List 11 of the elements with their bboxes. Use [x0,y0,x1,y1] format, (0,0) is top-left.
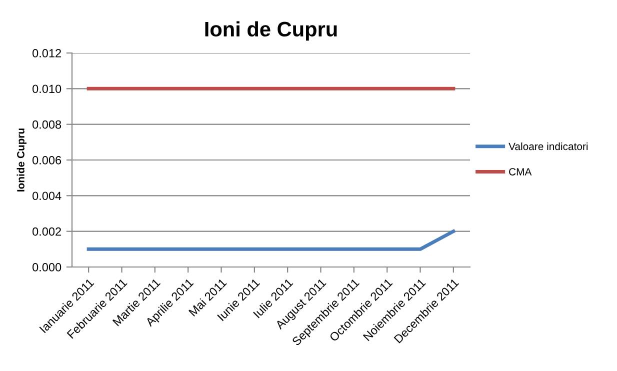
y-tick-label: 0.002 [32,227,61,236]
y-tick-label: 0.004 [32,192,62,200]
legend-label: CMA [509,168,532,176]
y-tick-label: 0.006 [32,156,62,164]
y-tick-label: 0.008 [32,120,62,129]
y-tick-label: 0.012 [32,49,61,58]
legend-label: Valoare indicatori [508,142,588,150]
y-axis-title: Ionide Cupru [16,128,26,192]
chart-title: Ioni de Cupru [205,21,337,41]
y-tick-label: 0.010 [32,84,62,94]
y-tick-label: 0.000 [32,263,62,272]
